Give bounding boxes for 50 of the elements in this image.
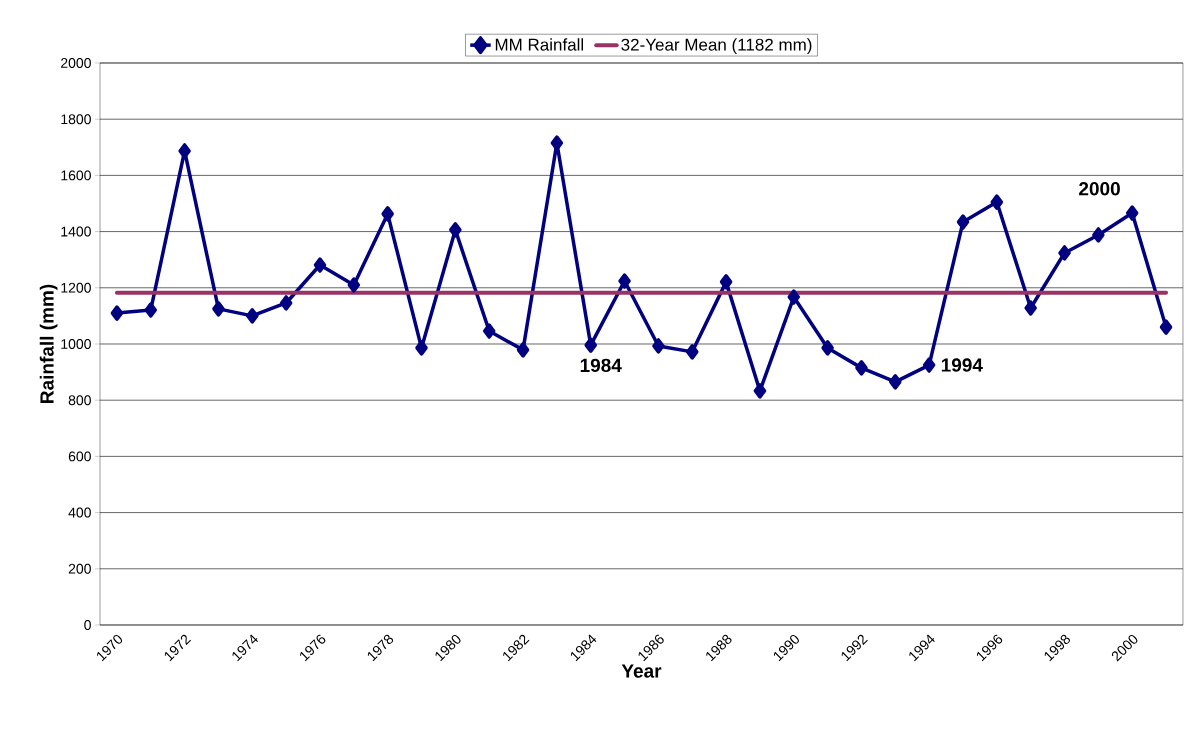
y-tick-label: 200 bbox=[68, 563, 91, 574]
point bbox=[144, 302, 158, 318]
point bbox=[279, 295, 293, 311]
annotation: 1984 bbox=[580, 358, 622, 373]
annotation: 1994 bbox=[941, 358, 983, 372]
point bbox=[956, 214, 970, 230]
point bbox=[889, 374, 902, 390]
point bbox=[415, 340, 428, 356]
point bbox=[686, 344, 699, 360]
annotation: 2000 bbox=[1079, 182, 1120, 196]
point bbox=[246, 308, 259, 324]
point bbox=[922, 357, 936, 373]
point bbox=[381, 206, 394, 222]
point bbox=[652, 338, 665, 354]
y-tick-label: 1000 bbox=[61, 339, 91, 349]
point bbox=[821, 340, 834, 356]
y-tick-label: 1600 bbox=[61, 170, 91, 181]
y-axis-title: Rainfall (mm) bbox=[39, 284, 58, 403]
point bbox=[787, 289, 801, 305]
point bbox=[313, 257, 327, 273]
y-tick-label: 800 bbox=[68, 395, 91, 406]
point bbox=[1125, 205, 1139, 221]
point bbox=[347, 277, 361, 293]
point bbox=[753, 383, 767, 399]
y-tick-label: 400 bbox=[68, 507, 91, 518]
y-tick-label: 0 bbox=[84, 620, 91, 630]
point bbox=[212, 301, 225, 317]
point bbox=[449, 222, 462, 238]
legend-label: MM Rainfall bbox=[495, 38, 584, 51]
y-tick-label: 1400 bbox=[61, 226, 91, 237]
x-axis-title: Year bbox=[621, 664, 662, 678]
point bbox=[178, 143, 191, 159]
y-tick-label: 1800 bbox=[61, 114, 91, 125]
point bbox=[110, 305, 124, 321]
point bbox=[618, 273, 631, 289]
y-tick-label: 600 bbox=[68, 451, 91, 462]
point bbox=[855, 360, 868, 376]
point bbox=[516, 342, 530, 358]
point bbox=[584, 337, 597, 353]
point bbox=[1058, 245, 1071, 261]
point bbox=[1024, 300, 1037, 316]
point bbox=[550, 135, 564, 151]
point bbox=[482, 323, 496, 339]
point bbox=[1159, 319, 1173, 335]
point bbox=[719, 274, 733, 290]
point bbox=[990, 194, 1004, 210]
legend-label: 32-Year Mean (1182 mm) bbox=[621, 38, 812, 55]
y-tick-label: 2000 bbox=[61, 58, 91, 68]
point bbox=[1092, 227, 1105, 243]
y-tick-label: 1200 bbox=[61, 282, 91, 293]
